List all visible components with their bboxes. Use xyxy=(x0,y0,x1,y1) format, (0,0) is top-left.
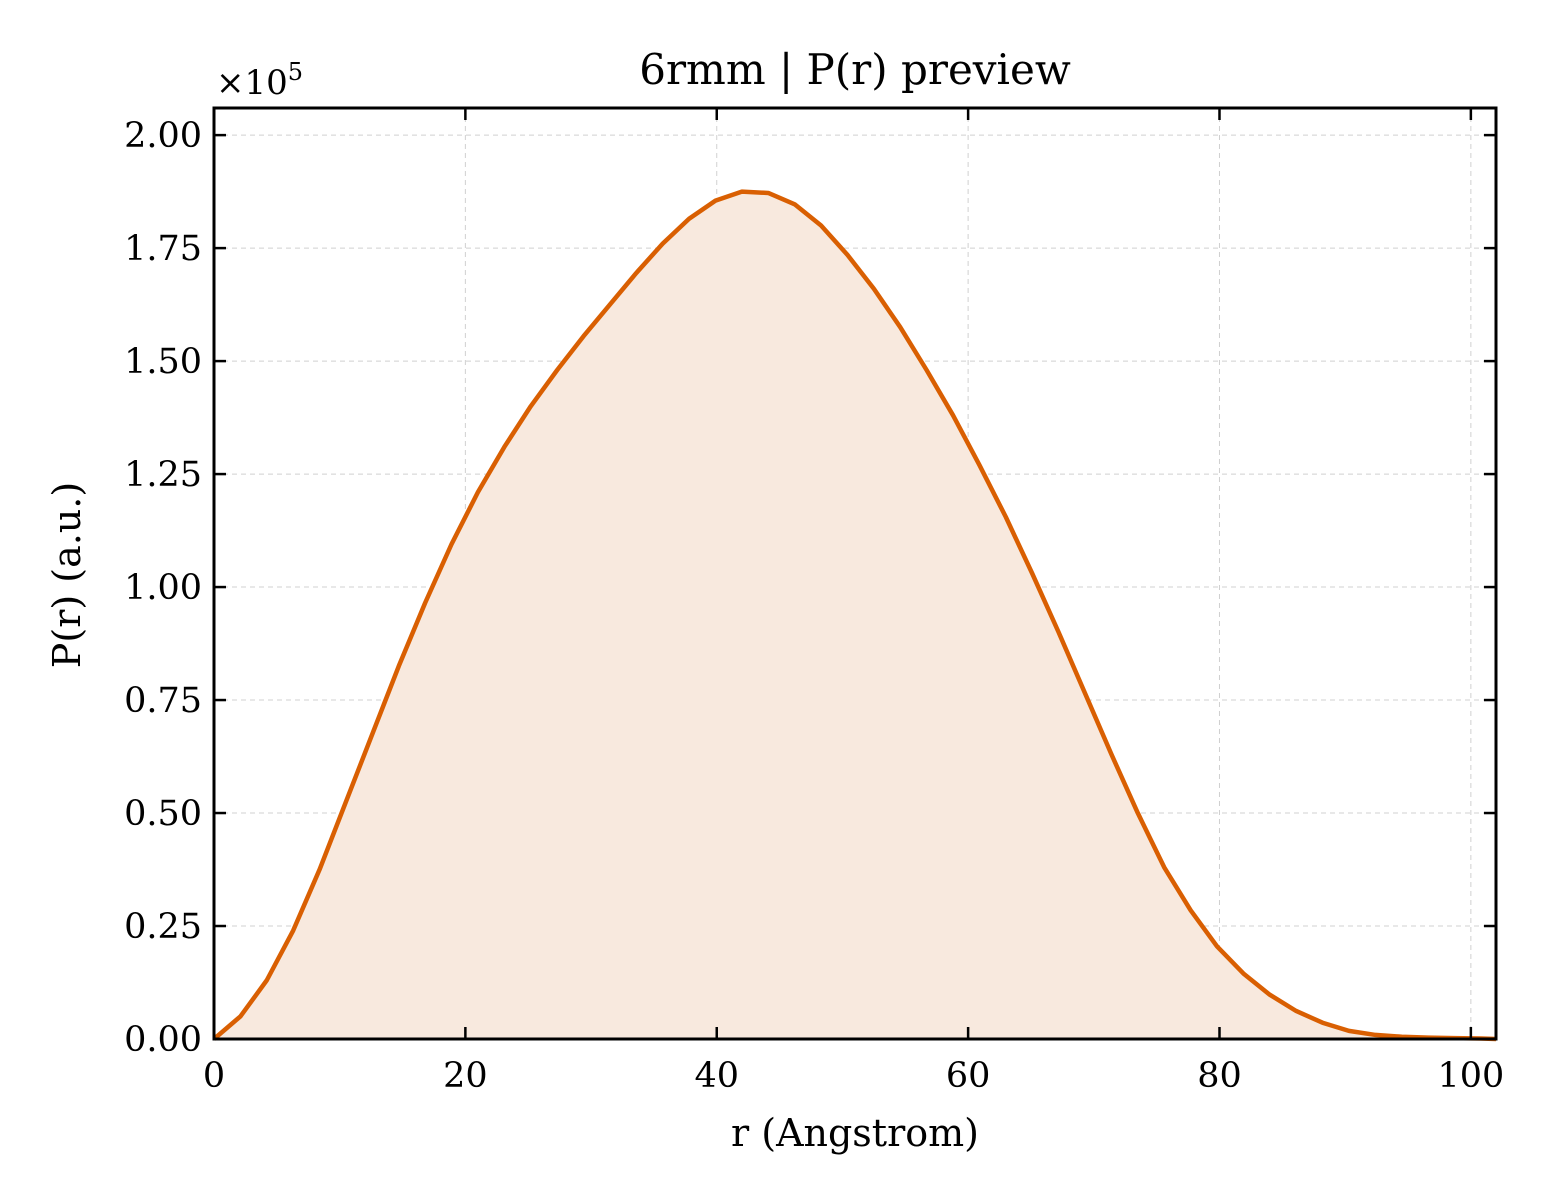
y-offset-label: ×105 xyxy=(216,58,303,103)
y-tick-label: 0.50 xyxy=(124,794,202,834)
y-offset-exponent: 5 xyxy=(288,58,303,86)
series-line xyxy=(212,189,1497,1042)
y-axis-label: P(r) (a.u.) xyxy=(45,482,89,668)
chart-title: 6rmm | P(r) preview xyxy=(639,45,1071,94)
area-fill xyxy=(214,191,1496,1040)
y-tick-label: 1.75 xyxy=(124,229,202,269)
x-tick-label: 0 xyxy=(203,1056,225,1096)
y-tick-label: 1.25 xyxy=(124,455,202,495)
x-tick-label: 20 xyxy=(443,1056,488,1096)
x-tick-label: 100 xyxy=(1437,1056,1504,1096)
y-tick-label: 1.50 xyxy=(124,342,202,382)
y-tick-label: 0.25 xyxy=(124,907,202,947)
y-tick-label: 0.00 xyxy=(124,1020,202,1060)
x-axis-ticks: 0 20 40 60 80 100 xyxy=(203,108,1504,1096)
x-tick-label: 80 xyxy=(1197,1056,1242,1096)
plot-frame xyxy=(212,106,1498,1041)
y-tick-label: 2.00 xyxy=(124,116,202,156)
y-axis-ticks: 0.00 0.25 0.50 0.75 1.00 1.25 1.50 1.75 2.00 xyxy=(124,116,1496,1060)
y-tick-label: 1.00 xyxy=(124,568,202,608)
x-tick-label: 40 xyxy=(694,1056,739,1096)
y-tick-label: 0.75 xyxy=(124,681,202,721)
x-axis-label: r (Angstrom) xyxy=(731,1111,979,1155)
x-tick-label: 60 xyxy=(946,1056,991,1096)
